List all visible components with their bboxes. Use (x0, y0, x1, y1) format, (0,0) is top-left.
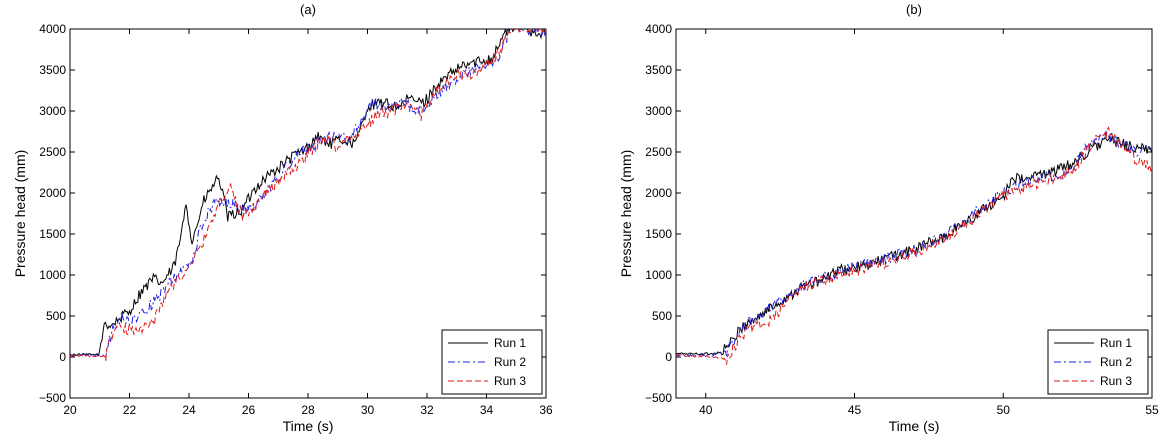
x-tick-label: 30 (361, 403, 375, 417)
legend-box (1047, 329, 1149, 395)
y-tick-label: 3500 (645, 63, 672, 77)
y-axis-label: Pressure head (mm) (618, 150, 634, 278)
legend-box (441, 329, 543, 395)
y-tick-label: −500 (39, 391, 66, 405)
y-tick-label: 1500 (645, 227, 672, 241)
y-tick-label: 2500 (645, 145, 672, 159)
y-tick-label: 1000 (39, 268, 66, 282)
y-tick-label: 1000 (645, 268, 672, 282)
series-line-run-3 (676, 126, 1152, 365)
legend: Run 1 Run 2 Run 3 (441, 329, 543, 395)
x-tick-label: 36 (539, 403, 553, 417)
panel-a: 20 22 24 26 28 30 32 34 36 −500 0 500 1000 1500 2000 25… (12, 2, 553, 434)
y-tick-label: 500 (46, 309, 66, 323)
panel-title: (b) (906, 2, 922, 17)
x-tick-label: 55 (1145, 403, 1159, 417)
legend-label-run-3: Run 3 (1100, 374, 1132, 388)
x-tick-label: 22 (123, 403, 137, 417)
y-tick-label: 3500 (39, 63, 66, 77)
y-tick-label: 500 (652, 309, 672, 323)
legend-label-run-2: Run 2 (1100, 355, 1132, 369)
x-tick-label: 28 (301, 403, 315, 417)
x-tick-label: 45 (848, 403, 862, 417)
series-line-run-3 (70, 29, 546, 361)
legend-label-run-2: Run 2 (494, 355, 526, 369)
x-axis-label: Time (s) (283, 418, 334, 434)
x-tick-label: 32 (420, 403, 434, 417)
x-tick-label: 20 (63, 403, 77, 417)
y-tick-label: 4000 (39, 22, 66, 36)
y-tick-label: −500 (645, 391, 672, 405)
y-tick-label: 1500 (39, 227, 66, 241)
x-tick-label: 34 (480, 403, 494, 417)
y-tick-label: 2500 (39, 145, 66, 159)
y-tick-label: 0 (665, 350, 672, 364)
x-tick-label: 24 (182, 403, 196, 417)
x-axis-label: Time (s) (889, 418, 940, 434)
legend-label-run-3: Run 3 (494, 374, 526, 388)
x-tick-label: 50 (997, 403, 1011, 417)
legend: Run 1 Run 2 Run 3 (1047, 329, 1149, 395)
panel-b: 40 45 50 55 −500 0 500 1000 1500 2000 2500 3000 3500… (618, 2, 1159, 434)
legend-label-run-1: Run 1 (1100, 336, 1132, 350)
x-tick-label: 26 (242, 403, 256, 417)
series-line-run-1 (70, 29, 546, 357)
x-tick-label: 40 (699, 403, 713, 417)
y-tick-label: 3000 (645, 104, 672, 118)
y-tick-label: 2000 (645, 186, 672, 200)
y-tick-label: 0 (59, 350, 66, 364)
panel-title: (a) (300, 2, 316, 17)
y-tick-label: 4000 (645, 22, 672, 36)
legend-label-run-1: Run 1 (494, 336, 526, 350)
y-tick-label: 2000 (39, 186, 66, 200)
y-tick-label: 3000 (39, 104, 66, 118)
y-axis-label: Pressure head (mm) (12, 150, 28, 278)
